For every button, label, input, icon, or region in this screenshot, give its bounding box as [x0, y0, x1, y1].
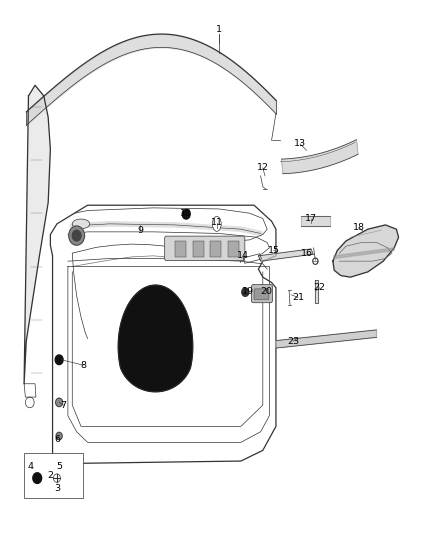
Bar	[228, 241, 239, 257]
FancyBboxPatch shape	[165, 236, 245, 261]
Text: 7: 7	[60, 401, 67, 409]
Text: 1: 1	[216, 25, 222, 34]
Polygon shape	[315, 280, 318, 303]
Text: 8: 8	[80, 361, 86, 369]
Text: 17: 17	[305, 214, 317, 223]
Ellipse shape	[212, 216, 221, 231]
Ellipse shape	[72, 219, 90, 229]
Polygon shape	[301, 216, 329, 226]
Circle shape	[242, 288, 249, 296]
Polygon shape	[24, 85, 50, 384]
Circle shape	[33, 473, 42, 483]
Polygon shape	[118, 285, 193, 392]
Circle shape	[69, 226, 85, 245]
FancyBboxPatch shape	[251, 285, 272, 303]
Circle shape	[72, 230, 81, 241]
Text: 15: 15	[268, 246, 280, 255]
Text: 21: 21	[292, 293, 304, 302]
Text: 11: 11	[211, 219, 223, 227]
Text: 14: 14	[237, 252, 249, 260]
Text: 2: 2	[47, 471, 53, 480]
Text: 16: 16	[300, 249, 313, 258]
Text: 10: 10	[180, 209, 192, 217]
Text: 13: 13	[294, 140, 306, 148]
Bar	[175, 241, 186, 257]
Circle shape	[56, 398, 63, 407]
Text: 6: 6	[54, 435, 60, 444]
Text: 18: 18	[353, 223, 365, 232]
Bar	[24, 453, 83, 498]
Polygon shape	[258, 249, 313, 261]
Circle shape	[182, 209, 190, 219]
Text: 19: 19	[241, 287, 254, 296]
Bar	[193, 241, 204, 257]
Text: 5: 5	[56, 462, 62, 471]
Text: 3: 3	[54, 484, 60, 493]
Text: 4: 4	[28, 462, 34, 471]
Polygon shape	[282, 140, 358, 174]
Text: 23: 23	[287, 337, 300, 345]
Bar	[210, 241, 221, 257]
Text: 20: 20	[260, 287, 272, 296]
Polygon shape	[333, 225, 399, 277]
Circle shape	[56, 432, 62, 440]
Polygon shape	[334, 248, 394, 259]
Text: 22: 22	[314, 284, 326, 292]
Text: 12: 12	[257, 164, 269, 172]
Polygon shape	[276, 330, 377, 348]
FancyBboxPatch shape	[254, 289, 269, 300]
Circle shape	[55, 355, 63, 365]
Text: 9: 9	[137, 226, 143, 235]
